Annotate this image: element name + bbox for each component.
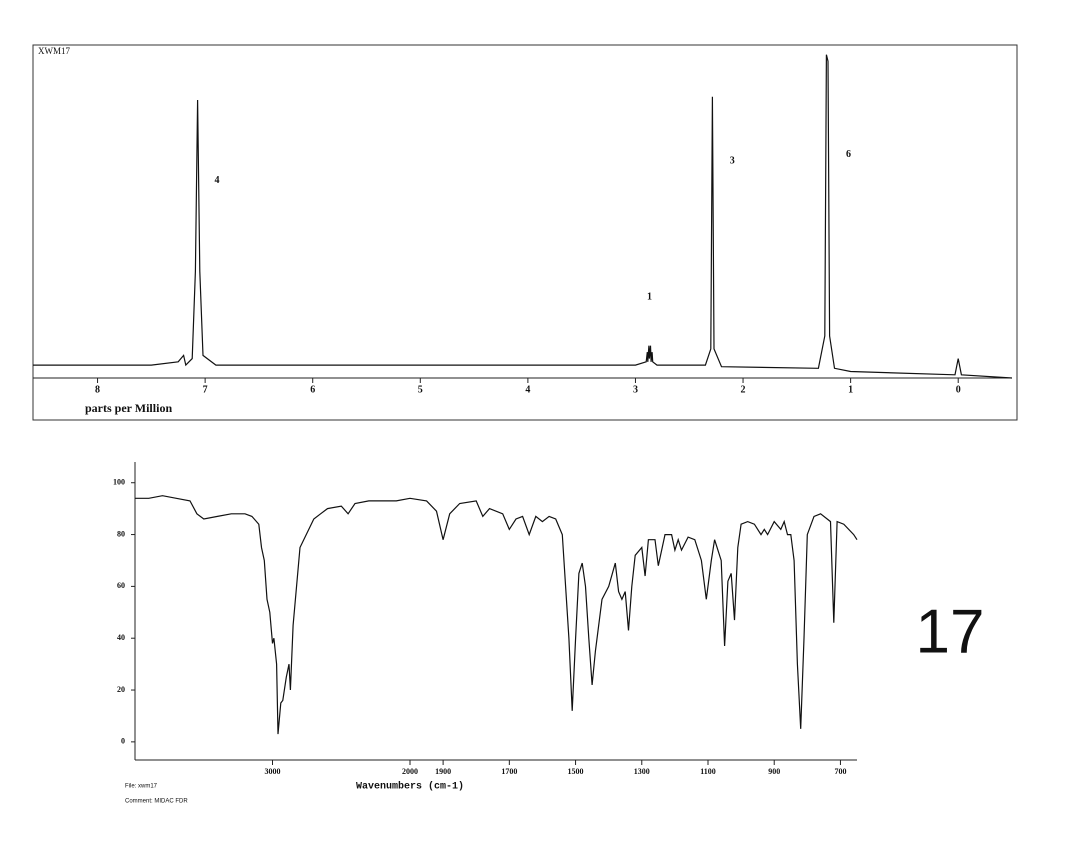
x-tick-label: 2000 (402, 767, 418, 776)
y-tick-label: 0 (121, 737, 125, 746)
x-tick-label: 5 (418, 384, 423, 395)
spectrum-line (135, 495, 858, 735)
peak-annotation: 4 (214, 175, 219, 186)
x-tick-label: 3000 (265, 767, 281, 776)
x-tick-label: 1900 (435, 767, 451, 776)
sample-number: 17 (916, 597, 985, 666)
x-tick-label: 1700 (501, 767, 517, 776)
peak-annotation: 1 (647, 291, 652, 302)
peak-annotation: 6 (846, 149, 851, 160)
x-tick-label: 0 (956, 384, 961, 395)
comment: Comment: MIDAC FDR (125, 799, 188, 805)
x-tick-label: 900 (768, 767, 780, 776)
y-tick-label: 40 (117, 633, 125, 642)
x-tick-label: 1 (848, 384, 853, 395)
x-tick-label: 1300 (634, 767, 650, 776)
x-tick-label: 2 (741, 384, 746, 395)
peak-annotation: 3 (730, 156, 735, 167)
nmr-title: XWM17 (38, 46, 70, 56)
ir-x-label: Wavenumbers (cm-1) (356, 781, 464, 793)
x-tick-label: 4 (525, 384, 530, 395)
y-tick-label: 80 (117, 529, 125, 538)
y-tick-label: 100 (113, 478, 125, 487)
nmr-frame (32, 44, 1018, 421)
x-tick-label: 8 (95, 384, 100, 395)
spectrum-line (33, 54, 1013, 379)
x-tick-label: 1500 (568, 767, 584, 776)
y-tick-label: 60 (117, 581, 125, 590)
x-tick-label: 6 (310, 384, 315, 395)
x-tick-label: 1100 (700, 767, 716, 776)
file-label: File: xwm17 (125, 784, 158, 790)
x-tick-label: 7 (203, 384, 208, 395)
nmr-x-label: parts per Million (85, 401, 172, 415)
x-tick-label: 3 (633, 384, 638, 395)
x-tick-label: 700 (834, 767, 846, 776)
y-tick-label: 20 (117, 685, 125, 694)
